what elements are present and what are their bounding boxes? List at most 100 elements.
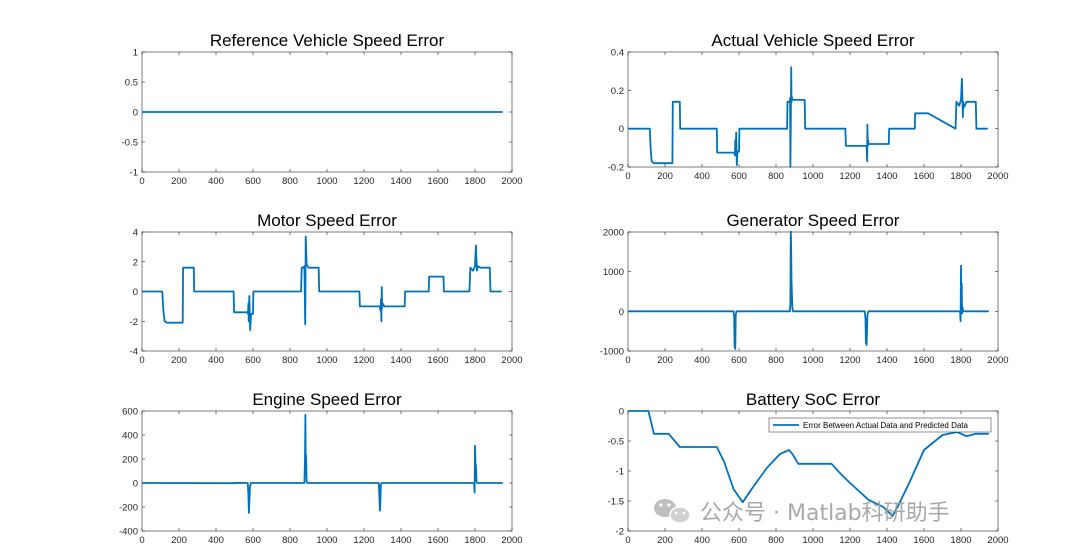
x-tick-label: 1800 [950, 171, 971, 182]
y-tick-label: 0.2 [611, 86, 624, 97]
plot-title: Reference Vehicle Speed Error [210, 31, 445, 50]
x-tick-label: 1400 [390, 176, 411, 187]
legend: Error Between Actual Data and Predicted … [768, 417, 992, 433]
x-tick-label: 0 [625, 355, 630, 366]
wechat-icon [654, 499, 691, 524]
y-tick-label: -0.5 [608, 437, 624, 448]
y-tick-label: 0 [133, 479, 138, 490]
subplot-5: Engine Speed Error 0 200 400 600 800 1000 1200 1… [119, 390, 523, 546]
x-tick-label: 800 [768, 171, 784, 182]
x-tick-label: 800 [282, 535, 298, 546]
y-tick-label: 600 [122, 407, 138, 418]
x-tick-label: 800 [768, 355, 784, 366]
x-tick-label: 1000 [802, 535, 823, 546]
x-tick-label: 1000 [802, 171, 823, 182]
x-tick-label: 400 [694, 171, 710, 182]
x-tick-label: 800 [282, 355, 298, 366]
x-tick-label: 1200 [353, 176, 374, 187]
y-tick-label: 0 [133, 287, 138, 298]
y-tick-label: 0 [619, 124, 624, 135]
subplot-6: Battery SoC Error 0 200 400 600 800 1000 1200 14… [608, 390, 1009, 546]
subplot-2: Actual Vehicle Speed Error 0 200 400 600 800 1… [608, 31, 1009, 182]
plot-title: Engine Speed Error [252, 390, 402, 409]
x-tick-label: 1600 [913, 171, 934, 182]
y-tick-label: 0 [619, 307, 624, 318]
x-tick-label: 2000 [501, 176, 522, 187]
x-tick-label: 1600 [913, 355, 934, 366]
watermark-text: 公众号 · Matlab科研助手 [700, 501, 950, 526]
subplot-4: Generator Speed Error 0 200 400 600 800 1000 12… [600, 211, 1009, 366]
x-tick-label: 800 [282, 176, 298, 187]
y-tick-label: 400 [122, 431, 138, 442]
axes-frame [141, 410, 513, 532]
x-tick-label: 600 [731, 535, 747, 546]
x-tick-label: 600 [245, 535, 261, 546]
x-tick-label: 0 [625, 535, 630, 546]
x-tick-label: 400 [694, 535, 710, 546]
y-tick-label: -2 [130, 317, 138, 328]
y-tick-label: -200 [119, 503, 138, 514]
x-tick-label: 1400 [390, 535, 411, 546]
series-line [142, 235, 502, 332]
x-tick-label: 2000 [501, 355, 522, 366]
y-tick-label: 1 [133, 48, 138, 59]
y-tick-label: 0 [133, 108, 138, 119]
subplot-1: Reference Vehicle Speed Error 0 200 400 600 8… [122, 31, 523, 187]
x-tick-label: 400 [208, 535, 224, 546]
x-tick-label: 200 [657, 355, 673, 366]
plot-title: Generator Speed Error [727, 211, 900, 230]
y-tick-label: 1000 [603, 267, 624, 278]
x-tick-label: 1200 [839, 535, 860, 546]
y-tick-label: -1 [616, 467, 624, 478]
axes-frame [627, 231, 999, 352]
x-tick-label: 1000 [316, 535, 337, 546]
series-line [142, 413, 503, 514]
x-tick-label: 0 [139, 176, 144, 187]
x-tick-label: 400 [694, 355, 710, 366]
x-tick-label: 1800 [464, 176, 485, 187]
x-tick-label: 1800 [464, 355, 485, 366]
y-tick-label: -4 [130, 347, 138, 358]
axes-frame [627, 51, 999, 168]
x-tick-label: 400 [208, 176, 224, 187]
y-tick-label: -1.5 [608, 497, 624, 508]
plot-title: Actual Vehicle Speed Error [711, 31, 915, 50]
x-tick-label: 1400 [876, 535, 897, 546]
plot-title: Motor Speed Error [257, 211, 397, 230]
y-tick-label: 0 [619, 407, 624, 418]
x-tick-label: 1200 [353, 535, 374, 546]
x-tick-label: 800 [768, 535, 784, 546]
x-tick-label: 1600 [427, 176, 448, 187]
y-tick-label: -400 [119, 527, 138, 538]
watermark: 公众号 · Matlab科研助手 [654, 499, 950, 526]
x-tick-label: 2000 [987, 535, 1008, 546]
x-tick-label: 1000 [802, 355, 823, 366]
y-tick-label: 2000 [603, 228, 624, 239]
y-tick-label: -0.5 [122, 138, 138, 149]
legend-box [768, 417, 992, 433]
x-tick-label: 600 [245, 176, 261, 187]
y-tick-label: -2 [616, 527, 624, 538]
x-tick-label: 400 [208, 355, 224, 366]
legend-label: Error Between Actual Data and Predicted … [803, 421, 969, 430]
y-tick-label: 200 [122, 455, 138, 466]
x-tick-label: 2000 [987, 171, 1008, 182]
y-tick-label: 0.5 [125, 78, 138, 89]
x-tick-label: 200 [171, 176, 187, 187]
y-tick-label: 2 [133, 257, 138, 268]
x-tick-label: 1200 [839, 171, 860, 182]
x-tick-label: 1000 [316, 355, 337, 366]
x-tick-label: 1400 [876, 171, 897, 182]
x-tick-label: 200 [657, 171, 673, 182]
plot-title: Battery SoC Error [746, 390, 880, 409]
y-tick-label: 4 [133, 228, 138, 239]
series-line [628, 231, 989, 350]
x-tick-label: 600 [731, 355, 747, 366]
x-tick-label: 200 [171, 355, 187, 366]
series-line [628, 410, 989, 517]
x-tick-label: 1400 [390, 355, 411, 366]
x-tick-label: 1800 [950, 535, 971, 546]
y-tick-label: -1 [130, 168, 138, 179]
